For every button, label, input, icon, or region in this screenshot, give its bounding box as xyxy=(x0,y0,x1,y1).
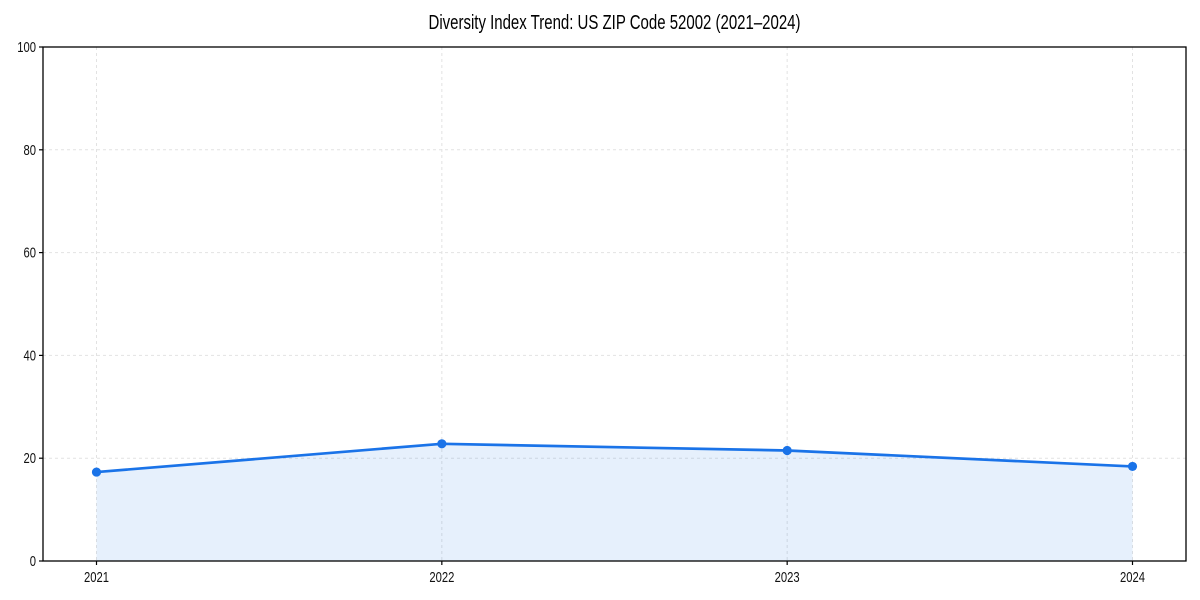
area-fill xyxy=(96,443,1133,561)
x-tick-label: 2022 xyxy=(429,568,454,585)
data-point xyxy=(437,439,447,449)
data-point xyxy=(1127,461,1138,472)
chart-title: Diversity Index Trend: US ZIP Code 52002… xyxy=(429,11,801,34)
y-tick-label: 60 xyxy=(23,244,36,261)
axis-ticks xyxy=(39,46,1134,565)
y-tick-label: 100 xyxy=(17,38,36,55)
x-tick-label: 2021 xyxy=(84,568,109,585)
trend-line-path xyxy=(95,442,1134,474)
x-tick-label: 2023 xyxy=(775,568,800,585)
area-fill-shape xyxy=(96,443,1133,561)
y-tick-label: 80 xyxy=(23,141,36,158)
data-point xyxy=(91,467,102,477)
data-point xyxy=(782,445,792,456)
trend-line xyxy=(95,442,1134,474)
plot-border xyxy=(42,46,1187,562)
y-tick-label: 20 xyxy=(23,450,36,467)
data-points xyxy=(91,439,1138,477)
y-tick-label: 40 xyxy=(23,347,36,364)
plot-border-rect xyxy=(42,46,1187,562)
y-tick-label: 0 xyxy=(30,552,36,569)
axis-labels: 0 20 40 60 80 100 2021 2022 2023 2024 xyxy=(17,38,1145,585)
x-tick-label: 2024 xyxy=(1120,568,1145,585)
